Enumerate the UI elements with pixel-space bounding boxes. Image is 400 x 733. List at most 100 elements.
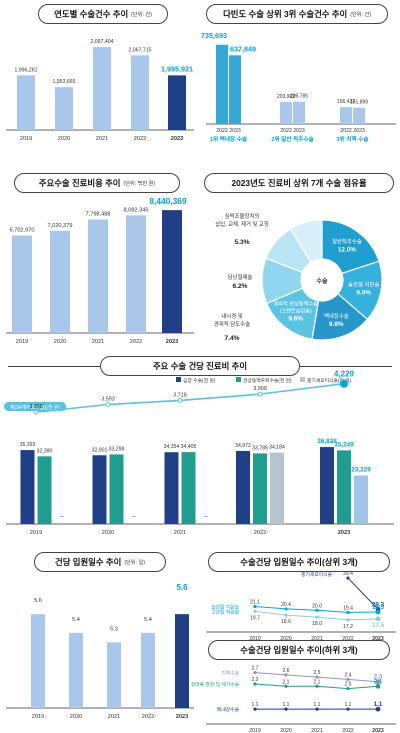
series-point (284, 613, 288, 617)
point-label: 2.6 (283, 668, 290, 674)
slice-label: 경피적 담도수술 (214, 320, 250, 328)
cost-trend-title: 주요수술 진료비용 추이 (단위: 백만 원) (14, 173, 180, 193)
slice-label: 슬관절 치환술 (348, 280, 379, 288)
series-point (284, 707, 288, 711)
series-point (346, 610, 350, 614)
bar (280, 102, 292, 124)
bar (17, 75, 35, 130)
center-hole (303, 261, 341, 299)
series-point (284, 607, 288, 611)
point-label: 2.4 (345, 672, 352, 678)
point-label: 29.4 (343, 571, 353, 577)
line-legend-label: 계(34개주요수술)(천 원) (10, 404, 61, 411)
stay-days-panel: 건당 입원일수 추이 (단위: 일) 5.6 2019 5.4 2020 5.3 2021… (0, 548, 198, 733)
point-label: 2.2 (252, 677, 259, 683)
series-point (253, 682, 257, 686)
bar (126, 215, 146, 333)
chart-unit: (단위: 건) (350, 11, 371, 18)
chart-title: 2023년도 진료비 상위 7개 수술 점유율 (231, 178, 367, 188)
chart-unit: (단위: 건) (131, 11, 152, 18)
series-point (346, 618, 350, 622)
stay-days-title: 건당 입원일수 추이 (단위: 일) (34, 552, 166, 572)
tick-label: 2021 (96, 136, 108, 142)
bar (50, 230, 70, 333)
bar (175, 614, 189, 708)
bar (353, 107, 365, 124)
data-label: 5.3 (110, 626, 118, 632)
point-label: 17.2 (343, 624, 353, 630)
tick-label: 2020 (58, 136, 70, 142)
chart-title: 수술건당 입원일수 추이(상위 3개) (240, 557, 358, 567)
tick-label: 2021 (108, 714, 120, 720)
cost-trend-chart: 6,702,970 2019 7,020,379 2020 7,798,488 2021 8… (6, 196, 194, 345)
bar (337, 450, 351, 524)
data-label: 32,901 (92, 447, 108, 453)
point-label: 20.4 (281, 602, 291, 608)
series-point (375, 616, 381, 622)
point-label: 19.4 (343, 605, 353, 611)
series-point (315, 684, 319, 688)
legend-swatch (236, 377, 241, 382)
stay-bottom3-title: 수술건당 입원일수 추이(하위 3개) (208, 640, 390, 660)
series-point (375, 706, 381, 712)
tick-label: 2023 (293, 128, 305, 134)
series-point (375, 683, 381, 689)
top3-count-panel: 다빈도 수술 상위 3위 수술건수 추이 (단위: 건) 735,693 2022… (200, 0, 400, 160)
chart-title: 주요 수술 건당 진료비 추이 (152, 361, 248, 371)
series-point (346, 576, 350, 580)
tick-label: 2021 (174, 530, 186, 536)
data-label: 206,785 (290, 94, 308, 100)
point-label: 1.1 (345, 702, 352, 708)
point-label: 1.1 (314, 702, 321, 708)
surgery-count-panel: 연도별 수술건수 추이 (단위: 건) 1,996,261 2019 1,953,6… (0, 0, 198, 160)
point-label: 1.1 (283, 702, 290, 708)
tick-label: 2019 (20, 136, 32, 142)
bar (141, 632, 155, 708)
series-point (284, 684, 288, 688)
bar (88, 219, 108, 333)
tick-label: 2020 (280, 636, 292, 642)
tick-label: 2019 (16, 339, 28, 345)
stay-bottom3-panel: 수술건당 입원일수 추이(하위 3개) 2019 2020 2021 2022 2023… (191, 640, 400, 733)
data-label: 34,405 (181, 444, 197, 450)
tick-label: 2022 (280, 128, 292, 134)
tick-label: 2020 (280, 728, 292, 733)
tick-label: 2022 (254, 530, 266, 536)
tick-label: 2019 (249, 636, 261, 642)
point-label: 20.0 (312, 603, 322, 609)
chart-title: 수술건당 입원일수 추이(하위 3개) (240, 645, 358, 655)
data-label: 5.4 (72, 617, 80, 623)
bar (253, 453, 267, 524)
data-label: 637,849 (230, 44, 256, 53)
data-label: 34,184 (269, 445, 285, 451)
chart-title: 건당 입원일수 추이 (55, 557, 122, 567)
bar (164, 452, 179, 524)
legend-label: 관상동맥우회수술(천 원) (243, 377, 292, 384)
point-label: 2.0 (345, 682, 352, 688)
tick-label: 2023 (372, 636, 384, 642)
series-point (375, 679, 381, 685)
group-label: 1위 백내장 수술 (210, 135, 247, 143)
tick-label: 2022 (134, 136, 146, 142)
cost-share-panel: 2023년도 진료비 상위 7개 수술 점유율 일반척추수술 12.0% 슬관절 치… (200, 168, 400, 353)
tick-label: 2021 (311, 636, 323, 642)
series-point (253, 670, 257, 675)
point-label: 19.5 (372, 604, 385, 611)
bar (69, 632, 83, 708)
slice-label: 일반척추수술 (332, 238, 362, 246)
data-label: 32,390 (37, 448, 53, 454)
series-point (315, 707, 319, 711)
total-point (339, 379, 349, 389)
tick-label: 2022 (142, 714, 154, 720)
chart-title: 다빈도 수술 상위 3위 수술건수 추이 (223, 9, 348, 19)
pie-slice (321, 219, 380, 275)
series-point (253, 604, 257, 609)
total-line (35, 382, 345, 414)
data-label: 203,902 (277, 94, 295, 100)
pie-slice (289, 219, 323, 263)
legend-swatch (300, 377, 305, 382)
series-point (375, 609, 381, 615)
bar (12, 235, 32, 333)
bar (216, 44, 228, 124)
